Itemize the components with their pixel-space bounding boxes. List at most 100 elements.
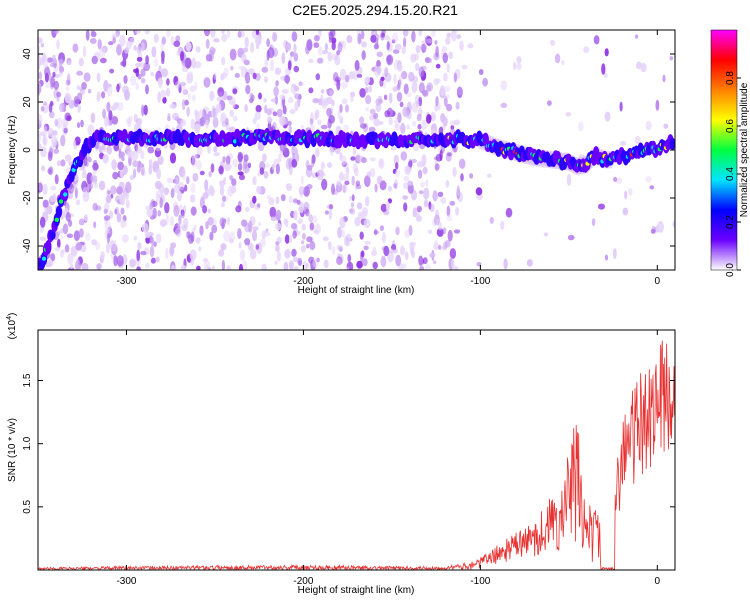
noise-blob xyxy=(318,30,322,38)
noise-blob xyxy=(75,260,81,270)
noise-blob xyxy=(284,249,291,259)
noise-blob xyxy=(167,116,171,122)
noise-blob xyxy=(446,214,453,222)
noise-blob xyxy=(309,222,315,231)
noise-blob xyxy=(221,34,228,42)
noise-blob xyxy=(392,39,396,44)
noise-blob xyxy=(105,195,112,204)
noise-blob xyxy=(78,218,85,226)
noise-blob xyxy=(613,176,618,182)
noise-blob xyxy=(355,180,361,187)
noise-blob xyxy=(108,41,114,46)
noise-blob xyxy=(434,40,438,45)
noise-blob xyxy=(376,60,381,68)
noise-blob xyxy=(106,232,111,244)
noise-blob xyxy=(326,107,332,117)
noise-blob xyxy=(392,168,397,174)
noise-blob xyxy=(111,116,119,125)
noise-blob xyxy=(40,131,45,136)
noise-blob xyxy=(66,233,74,239)
noise-blob xyxy=(440,197,447,204)
noise-blob xyxy=(244,36,249,49)
noise-blob xyxy=(252,226,259,231)
noise-blob xyxy=(450,30,457,42)
noise-blob xyxy=(287,60,292,71)
noise-blob xyxy=(339,104,343,113)
noise-blob xyxy=(624,190,628,200)
noise-blob xyxy=(405,109,410,119)
noise-blob xyxy=(415,44,421,54)
noise-blob xyxy=(328,146,334,153)
noise-blob xyxy=(100,251,105,261)
noise-blob xyxy=(289,108,296,115)
noise-blob xyxy=(98,180,106,191)
noise-blob xyxy=(239,249,245,261)
noise-blob xyxy=(450,125,455,130)
noise-blob xyxy=(153,33,159,43)
noise-blob xyxy=(191,154,198,159)
noise-blob xyxy=(203,30,211,37)
noise-blob xyxy=(293,43,297,54)
noise-blob xyxy=(97,39,102,50)
noise-blob xyxy=(161,57,165,65)
noise-blob xyxy=(50,185,57,191)
noise-blob xyxy=(187,93,192,100)
noise-blob xyxy=(75,242,82,251)
noise-blob xyxy=(242,47,249,53)
noise-blob xyxy=(662,74,666,83)
noise-blob xyxy=(384,67,389,77)
noise-blob xyxy=(422,166,428,175)
noise-blob xyxy=(364,196,370,207)
noise-blob xyxy=(56,91,62,98)
noise-blob xyxy=(266,108,272,116)
noise-blob xyxy=(38,114,43,125)
noise-blob xyxy=(89,38,97,44)
noise-blob xyxy=(281,52,286,64)
noise-blob xyxy=(130,75,137,86)
noise-blob xyxy=(145,84,149,95)
noise-blob xyxy=(196,146,203,156)
noise-blob xyxy=(314,35,320,42)
noise-blob xyxy=(403,202,408,212)
y-tick-label: -40 xyxy=(22,238,33,253)
noise-blob xyxy=(81,81,87,90)
noise-blob xyxy=(325,96,333,105)
noise-blob xyxy=(101,45,108,53)
noise-blob xyxy=(38,141,41,149)
noise-blob xyxy=(442,116,448,127)
y-tick-label: 20 xyxy=(22,96,33,108)
noise-blob xyxy=(46,205,53,215)
noise-blob xyxy=(225,163,232,170)
noise-blob xyxy=(292,256,299,262)
noise-blob xyxy=(409,241,417,247)
noise-blob xyxy=(554,53,561,64)
noise-blob xyxy=(78,57,84,67)
noise-blob xyxy=(42,199,49,208)
noise-blob xyxy=(52,58,58,69)
noise-blob xyxy=(85,232,91,242)
noise-blob xyxy=(445,37,451,45)
noise-blob xyxy=(364,76,371,84)
noise-blob xyxy=(184,184,188,192)
noise-blob xyxy=(254,36,262,46)
noise-blob xyxy=(42,56,49,68)
noise-blob xyxy=(113,255,118,267)
noise-blob xyxy=(449,248,457,259)
noise-blob xyxy=(205,264,210,270)
noise-blob xyxy=(489,216,494,224)
noise-blob xyxy=(374,183,378,193)
noise-blob xyxy=(56,96,60,102)
noise-blob xyxy=(291,248,297,257)
noise-blob xyxy=(223,230,231,242)
noise-blob xyxy=(453,119,461,126)
noise-blob xyxy=(85,30,90,41)
noise-blob xyxy=(320,161,325,170)
noise-blob xyxy=(238,65,246,70)
noise-blob xyxy=(543,232,549,237)
noise-blob xyxy=(395,162,399,170)
noise-blob xyxy=(439,91,446,97)
noise-blob xyxy=(77,103,81,113)
noise-blob xyxy=(418,66,425,78)
noise-blob xyxy=(503,258,508,270)
